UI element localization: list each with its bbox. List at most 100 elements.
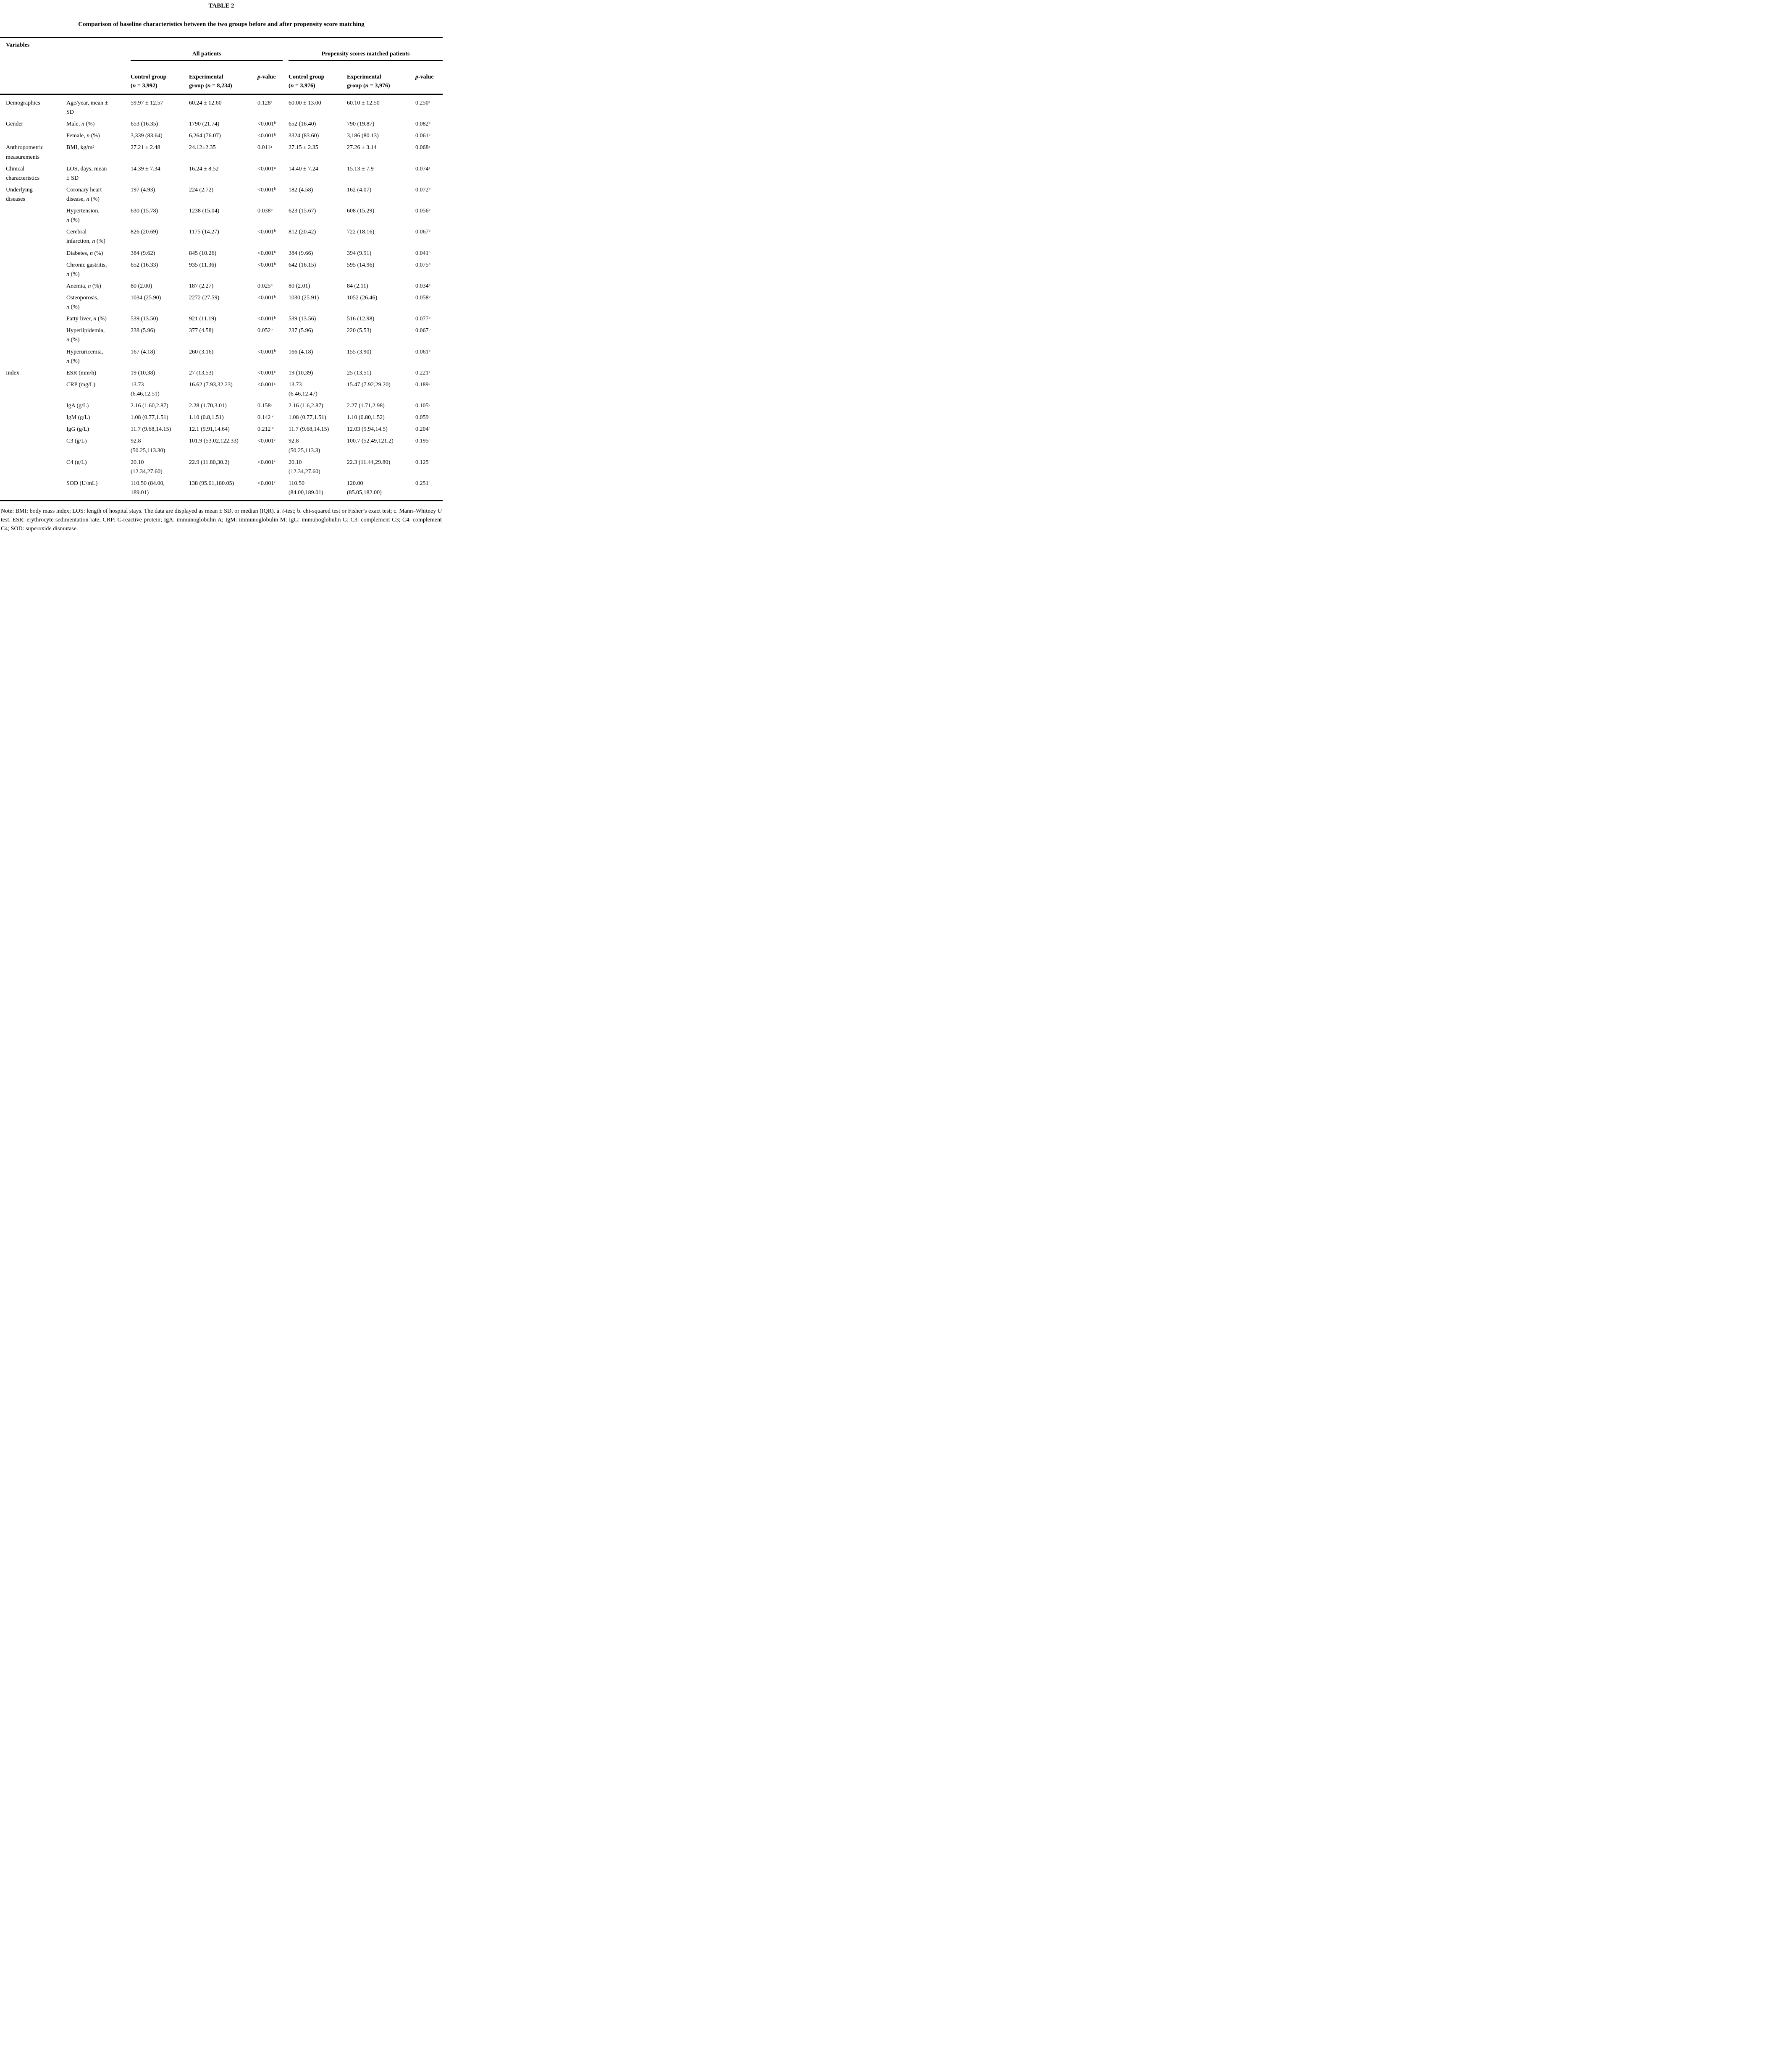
category-cell: Index (6, 369, 19, 376)
value-cell-4: 722 (18.16) (347, 229, 375, 236)
value-cell-0: 11.7 (9.68,14.15) (131, 426, 171, 433)
col-header-experimental-matched: Experimental group (n = 3,976) (347, 70, 416, 95)
value-cell-1: 6,264 (76.07) (189, 133, 221, 139)
table-title: Comparison of baseline characteristics b… (78, 21, 365, 28)
value-cell-0: 539 (13.50) (131, 316, 158, 322)
group-header-all-patients: All patients (131, 38, 289, 70)
table-row: Index ESR (mm/h) 19 (10,38) 27 (13,53) <0.00… (0, 369, 443, 380)
value-cell-1: 2.28 (1.70,3.01) (189, 403, 227, 409)
value-cell-3: 3324 (83.60) (289, 133, 319, 139)
value-cell-4: 27.26 ± 3.14 (347, 144, 377, 151)
value-cell-0: 110.50 (84.00, 189.01) (131, 480, 165, 496)
table-row: Anemia, n (%) 80 (2.00) 187 (2.27) 0.025b 80… (0, 282, 443, 293)
value-cell-2: 0.038b (257, 207, 273, 215)
table-row: Fatty liver, n (%) 539 (13.50) 921 (11.19)… (0, 314, 443, 326)
category-cell (0, 326, 66, 347)
category-cell (0, 261, 66, 282)
header-columns-row: Control group (n = 3,992) Experimental g… (0, 70, 443, 95)
value-cell-4: 3,186 (80.13) (347, 133, 379, 139)
value-cell-5: 0.251c (415, 479, 430, 487)
variable-cell: C3 (g/L) (66, 438, 87, 445)
value-cell-4: 120.00 (85.05,182.00) (347, 480, 382, 496)
value-cell-0: 826 (20.69) (131, 229, 158, 236)
value-cell-1: 921 (11.19) (189, 316, 216, 322)
value-cell-4: 608 (15.29) (347, 208, 375, 215)
value-cell-4: 1.10 (0.80,1.52) (347, 414, 385, 421)
value-cell-2: <0.001c (257, 479, 276, 487)
value-cell-4: 60.10 ± 12.50 (347, 100, 380, 106)
value-cell-5: 0.082b (415, 120, 430, 128)
value-cell-0: 13.73 (6.46,12.51) (131, 381, 160, 397)
value-cell-3: 2.16 (1.6,2.87) (289, 403, 323, 409)
value-cell-1: 1238 (15.04) (189, 208, 220, 215)
value-cell-1: 187 (2.27) (189, 283, 214, 289)
value-cell-4: 22.3 (11.44,29.80) (347, 459, 391, 466)
value-cell-3: 13.73 (6.46,12.47) (289, 381, 317, 397)
value-cell-3: 110.50 (84.00,189.01) (289, 480, 323, 496)
value-cell-5: 0.125c (415, 458, 430, 466)
value-cell-0: 630 (15.78) (131, 208, 158, 215)
group-label-all-patients: All patients (131, 50, 283, 61)
category-cell (0, 401, 66, 413)
value-cell-3: 237 (5.96) (289, 327, 313, 334)
value-cell-2: 0.142 c (257, 414, 274, 421)
value-cell-5: 0.072b (415, 186, 430, 193)
value-cell-5: 0.204c (415, 426, 430, 433)
value-cell-2: <0.001b (257, 261, 276, 268)
value-cell-4: 15.13 ± 7.9 (347, 165, 374, 172)
value-cell-5: 0.034b (415, 282, 430, 289)
value-cell-1: 935 (11.36) (189, 262, 216, 268)
table-row: Chronic gastritis, n (%) 652 (16.33) 935 (… (0, 261, 443, 282)
value-cell-4: 1052 (26.46) (347, 294, 378, 301)
value-cell-5: 0.059c (415, 414, 430, 421)
value-cell-3: 182 (4.58) (289, 186, 313, 193)
variable-cell: Female, n (%) (66, 133, 100, 139)
value-cell-2: 0.158c (257, 402, 273, 409)
value-cell-4: 162 (4.07) (347, 186, 372, 193)
value-cell-2: 0.128a (257, 100, 273, 106)
value-cell-2: <0.001c (257, 381, 276, 388)
category-cell: Underlying diseases (6, 186, 33, 202)
value-cell-0: 2.16 (1.60,2.87) (131, 403, 168, 409)
value-cell-5: 0.041b (415, 249, 430, 257)
variable-cell: Coronary heart disease, n (%) (66, 186, 102, 202)
table-note: Note: BMI: body mass index; LOS: length … (1, 508, 442, 532)
value-cell-1: 1790 (21.74) (189, 121, 220, 128)
value-cell-1: 1175 (14.27) (189, 229, 219, 236)
value-cell-0: 653 (16.35) (131, 121, 158, 128)
table-row: CRP (mg/L) 13.73 (6.46,12.51) 16.62 (7.93,… (0, 380, 443, 401)
col-header-experimental-all: Experimental group (n = 8,234) (189, 70, 257, 95)
category-cell (0, 207, 66, 228)
category-cell (0, 249, 66, 261)
value-cell-2: <0.001b (257, 132, 276, 139)
value-cell-2: 0.052b (257, 327, 273, 334)
value-cell-2: <0.001b (257, 294, 276, 301)
col-header-pvalue-matched: p-value (415, 70, 443, 95)
value-cell-3: 642 (16.15) (289, 262, 316, 268)
value-cell-1: 27 (13,53) (189, 369, 214, 376)
table-body: Demographics Age/year, mean ± SD 59.97 ± 1… (0, 94, 443, 501)
variable-cell: Diabetes, n (%) (66, 250, 103, 257)
value-cell-5: 0.075b (415, 261, 430, 268)
value-cell-2: <0.001b (257, 186, 276, 193)
value-cell-4: 2.27 (1.71,2.98) (347, 403, 385, 409)
value-cell-0: 238 (5.96) (131, 327, 155, 334)
value-cell-2: <0.001b (257, 228, 276, 236)
value-cell-3: 60.00 ± 13.00 (289, 100, 321, 106)
variable-cell: ESR (mm/h) (66, 369, 97, 376)
table-row: Hyperlipidemia, n (%) 238 (5.96) 377 (4.58… (0, 326, 443, 347)
value-cell-1: 60.24 ± 12.60 (189, 100, 222, 106)
value-cell-2: 0.212 c (257, 426, 274, 433)
value-cell-3: 1030 (25.91) (289, 294, 319, 301)
value-cell-0: 14.39 ± 7.34 (131, 165, 160, 172)
value-cell-4: 100.7 (52.49,121.2) (347, 438, 394, 445)
category-cell (0, 413, 66, 425)
value-cell-4: 790 (19.87) (347, 121, 375, 128)
value-cell-2: <0.001c (257, 437, 276, 445)
table-row: Hyperuricemia, n (%) 167 (4.18) 260 (3.16)… (0, 348, 443, 369)
value-cell-5: 0.195c (415, 437, 430, 445)
table-row: Demographics Age/year, mean ± SD 59.97 ± 1… (0, 94, 443, 120)
value-cell-0: 384 (9.62) (131, 250, 155, 257)
value-cell-3: 20.10 (12.34,27.60) (289, 459, 320, 475)
value-cell-1: 224 (2.72) (189, 186, 214, 193)
